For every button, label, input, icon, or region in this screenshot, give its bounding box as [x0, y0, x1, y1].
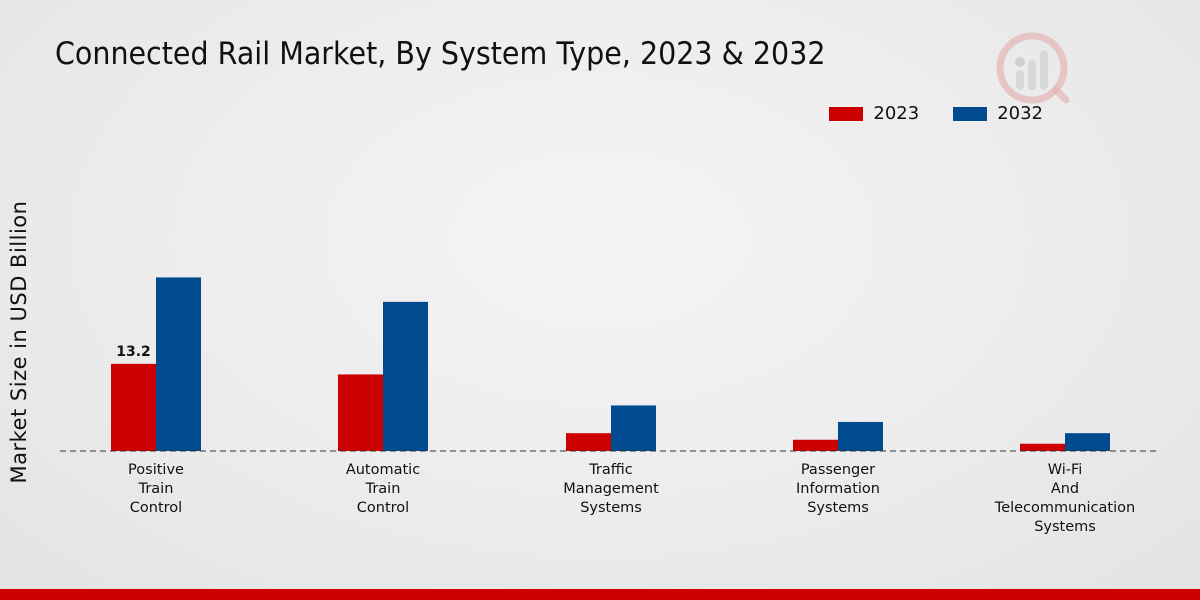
x-tick-label-3: Passenger Information Systems [796, 462, 880, 516]
x-tick-label-line: Train [365, 481, 401, 497]
legend-label-2023: 2023 [873, 103, 920, 124]
legend-label-2032: 2032 [997, 103, 1043, 124]
bar-2032-2 [611, 405, 656, 451]
x-tick-label-line: Systems [1034, 519, 1096, 535]
x-tick-label-line: Systems [807, 500, 869, 516]
bar-2032-1 [383, 301, 428, 451]
watermark-logo-icon [996, 32, 1070, 104]
bar-2032-0 [156, 277, 201, 451]
bar-2023-4 [1020, 443, 1065, 451]
chart-title: Connected Rail Market, By System Type, 2… [55, 36, 826, 72]
legend-swatch-2032 [953, 106, 988, 121]
x-tick-label-line: Control [130, 500, 182, 516]
bar-2023-0 [111, 363, 156, 451]
bar-2032-3 [838, 421, 883, 451]
data-label-0: 13.2 [116, 344, 151, 360]
x-tick-label-line: Passenger [801, 462, 875, 478]
legend-item-2023: 2023 [829, 103, 919, 124]
x-tick-label-2: Traffic Management Systems [563, 462, 659, 516]
x-tick-label-1: Automatic Train Control [346, 462, 420, 516]
x-tick-label-line: Management [563, 481, 659, 497]
x-tick-label-line: Automatic [346, 462, 420, 478]
x-tick-label-0: Positive Train Control [128, 462, 184, 516]
x-tick-label-line: Traffic [588, 462, 633, 478]
x-tick-label-4: Wi-Fi And Telecommunication Systems [994, 462, 1135, 535]
x-tick-label-line: Information [796, 481, 880, 497]
legend-item-2032: 2032 [953, 103, 1043, 124]
bar-2023-3 [793, 439, 838, 451]
x-tick-label-line: Wi-Fi [1048, 462, 1083, 478]
bottom-accent-bar [0, 589, 1200, 600]
bar-2032-4 [1065, 433, 1110, 451]
legend-swatch-2023 [829, 106, 864, 121]
x-tick-label-line: And [1051, 481, 1079, 497]
legend: 2023 2032 [829, 103, 1043, 124]
bar-2023-2 [566, 433, 611, 451]
x-tick-label-line: Systems [580, 500, 642, 516]
x-tick-label-line: Positive [128, 462, 184, 478]
x-tick-label-line: Control [357, 500, 409, 516]
x-tick-label-line: Telecommunication [994, 500, 1135, 516]
x-tick-label-line: Train [138, 481, 174, 497]
bar-2023-1 [338, 374, 383, 451]
